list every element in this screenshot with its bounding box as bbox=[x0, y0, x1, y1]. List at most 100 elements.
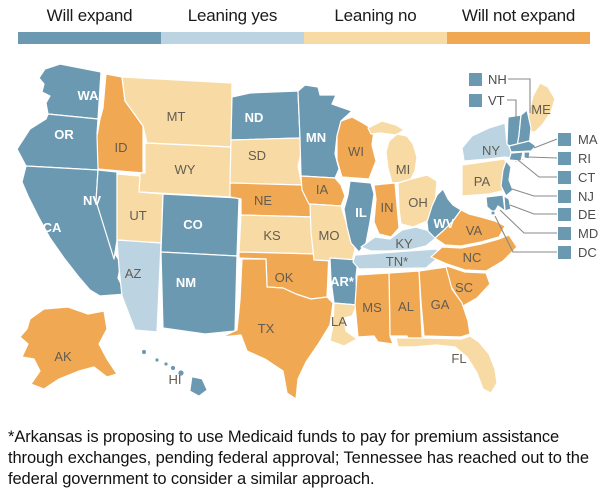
state-label-HI: HI bbox=[169, 372, 182, 387]
callout-square-RI bbox=[558, 152, 571, 165]
leader-line-NJ bbox=[511, 188, 557, 197]
state-TN bbox=[352, 248, 443, 270]
state-HI-island bbox=[154, 357, 160, 363]
state-HI-island bbox=[177, 369, 185, 377]
legend-item-will-not-expand: Will not expand bbox=[447, 6, 590, 44]
legend-item-will-expand: Will expand bbox=[18, 6, 161, 44]
state-NM bbox=[160, 251, 238, 335]
leader-line-DE bbox=[509, 204, 557, 215]
state-HI-island bbox=[141, 349, 147, 355]
state-ND bbox=[230, 90, 301, 141]
state-label-WI: WI bbox=[348, 144, 364, 159]
callout-square-VT bbox=[469, 94, 482, 107]
state-IL bbox=[343, 180, 375, 253]
state-label-CO: CO bbox=[183, 217, 203, 232]
state-IN bbox=[373, 182, 400, 238]
state-label-AR: AR* bbox=[330, 274, 355, 289]
state-LA bbox=[329, 302, 358, 347]
leader-line-MD bbox=[499, 209, 557, 234]
state-HI-island bbox=[170, 365, 176, 371]
state-label-FL: FL bbox=[451, 351, 466, 366]
state-label-LA: LA bbox=[331, 314, 347, 329]
state-HI-big-island bbox=[189, 376, 208, 397]
state-label-ND: ND bbox=[245, 110, 264, 125]
callout-label-MD: MD bbox=[578, 226, 598, 241]
state-ME bbox=[526, 82, 556, 133]
state-label-AL: AL bbox=[398, 299, 414, 314]
callout-square-DE bbox=[558, 208, 571, 221]
state-HI-islands bbox=[141, 349, 208, 397]
legend-item-leaning-yes: Leaning yes bbox=[161, 6, 304, 44]
leader-line-MA bbox=[533, 138, 558, 149]
state-label-OH: OH bbox=[408, 195, 428, 210]
callout-square-MA bbox=[558, 133, 571, 146]
state-DC bbox=[490, 210, 496, 216]
callout-label-MA: MA bbox=[578, 132, 598, 147]
state-label-IN: IN bbox=[381, 200, 394, 215]
state-label-MI: MI bbox=[396, 162, 410, 177]
state-WI bbox=[336, 116, 377, 180]
callout-square-DC bbox=[558, 246, 571, 259]
state-label-WV: WV bbox=[434, 216, 455, 231]
state-AK bbox=[19, 306, 118, 390]
state-FL bbox=[395, 335, 498, 394]
state-label-ME: ME bbox=[531, 102, 551, 117]
callout-square-CT bbox=[558, 171, 571, 184]
state-label-NE: NE bbox=[254, 193, 272, 208]
state-label-NC: NC bbox=[463, 250, 482, 265]
state-label-KS: KS bbox=[263, 228, 281, 243]
state-label-WY: WY bbox=[175, 162, 196, 177]
state-label-CA: CA bbox=[43, 220, 62, 235]
state-RI bbox=[523, 151, 531, 160]
callout-label-NJ: NJ bbox=[578, 189, 594, 204]
state-GA bbox=[418, 266, 471, 338]
state-label-VA: VA bbox=[466, 223, 483, 238]
state-label-NY: NY bbox=[482, 143, 500, 158]
state-label-MS: MS bbox=[362, 300, 382, 315]
callout-label-CT: CT bbox=[578, 170, 595, 185]
state-label-NM: NM bbox=[176, 275, 196, 290]
callout-right: MA RI CT NJ DE MD DC bbox=[494, 132, 598, 260]
legend: Will expand Leaning yes Leaning no Will … bbox=[18, 6, 590, 44]
leader-line-VT bbox=[507, 99, 517, 120]
state-NC bbox=[430, 234, 518, 272]
state-HI-island bbox=[163, 361, 169, 367]
state-label-MT: MT bbox=[167, 109, 186, 124]
state-label-TN: TN* bbox=[386, 254, 408, 269]
state-label-OR: OR bbox=[54, 127, 74, 142]
state-label-TX: TX bbox=[258, 321, 275, 336]
callout-label-DC: DC bbox=[578, 245, 597, 260]
state-label-NV: NV bbox=[83, 193, 101, 208]
state-label-SD: SD bbox=[248, 148, 266, 163]
state-AZ bbox=[116, 239, 162, 333]
leader-line-CT bbox=[517, 159, 557, 178]
state-label-UT: UT bbox=[129, 208, 146, 223]
state-label-WA: WA bbox=[78, 88, 100, 103]
state-label-MN: MN bbox=[306, 130, 326, 145]
legend-label-will-not-expand: Will not expand bbox=[461, 6, 576, 25]
state-label-ID: ID bbox=[115, 140, 128, 155]
legend-label-leaning-yes: Leaning yes bbox=[187, 6, 278, 25]
state-WV bbox=[426, 188, 462, 239]
legend-swatch-leaning-no bbox=[304, 32, 447, 44]
state-label-SC: SC bbox=[455, 280, 473, 295]
state-MO bbox=[309, 203, 357, 263]
state-label-MO: MO bbox=[319, 228, 340, 243]
state-label-PA: PA bbox=[474, 174, 491, 189]
callout-label-DE: DE bbox=[578, 207, 596, 222]
callout-label-RI: RI bbox=[578, 151, 591, 166]
state-label-AK: AK bbox=[54, 349, 72, 364]
state-TX bbox=[221, 258, 334, 400]
callout-square-NH bbox=[469, 73, 482, 86]
state-OR bbox=[16, 113, 103, 171]
callout-square-NJ bbox=[558, 190, 571, 203]
state-MI bbox=[367, 120, 418, 184]
leader-line-NH bbox=[508, 78, 531, 113]
state-label-AZ: AZ bbox=[125, 266, 142, 281]
state-MS bbox=[354, 272, 394, 345]
state-MD bbox=[485, 194, 506, 214]
callout-label-VT: VT bbox=[488, 93, 505, 108]
leader-line-DC bbox=[494, 215, 557, 253]
